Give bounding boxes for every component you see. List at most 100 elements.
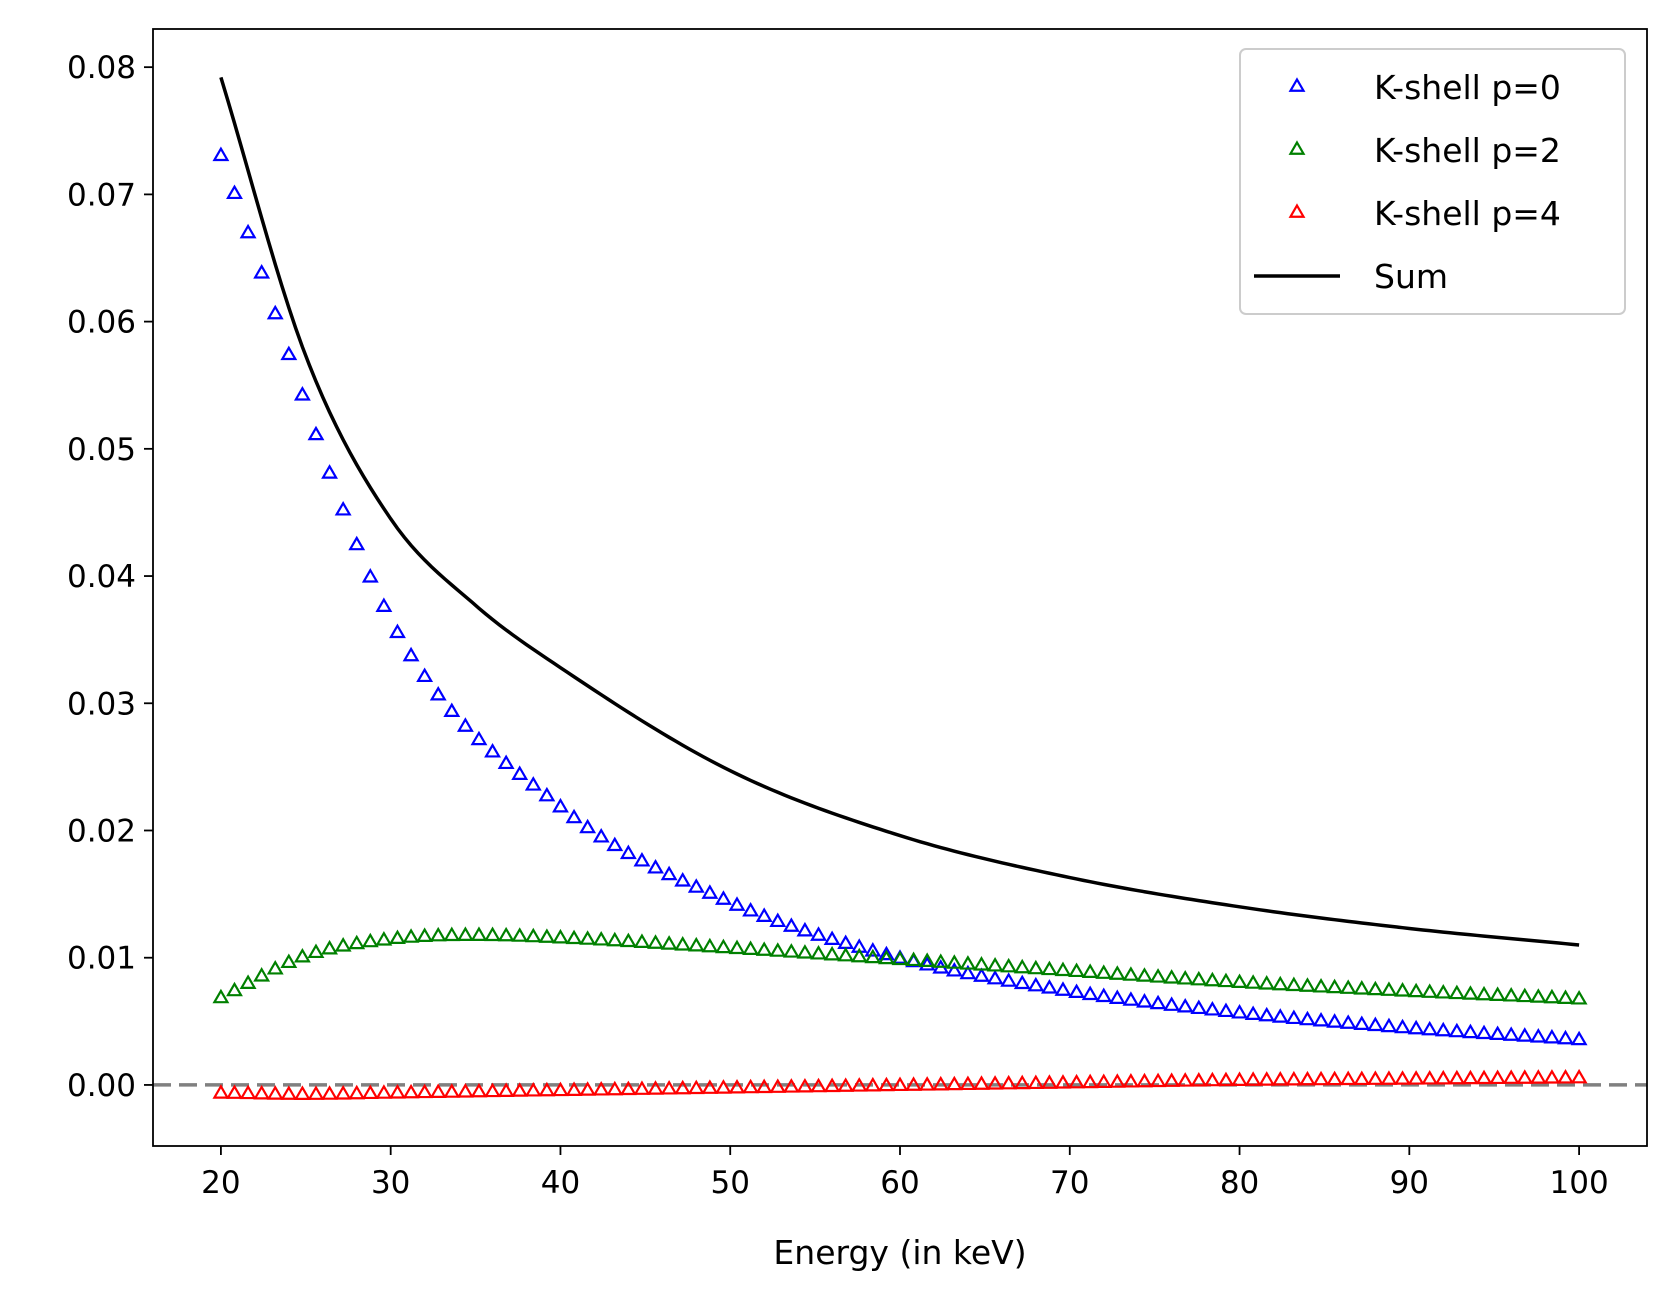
point-marker (226, 1084, 243, 1099)
point-marker (524, 776, 542, 791)
point-marker (1353, 1015, 1371, 1030)
point-marker (1027, 1074, 1045, 1090)
point-marker (538, 928, 556, 943)
point-marker (389, 1084, 406, 1099)
point-marker (1516, 1027, 1534, 1042)
point-marker (1244, 974, 1262, 989)
point-marker (606, 1080, 624, 1096)
point-marker (375, 1084, 393, 1099)
point-marker (973, 1075, 990, 1090)
point-marker (1217, 1002, 1235, 1018)
point-marker (1068, 1073, 1086, 1089)
sum-line (219, 76, 1580, 947)
point-marker (1366, 980, 1384, 996)
point-marker (647, 1080, 664, 1095)
point-marker (1557, 1068, 1574, 1084)
point-marker (1516, 1069, 1534, 1084)
point-marker (1353, 980, 1371, 995)
point-marker (823, 945, 841, 961)
point-marker (1448, 1069, 1466, 1085)
point-marker (226, 981, 243, 997)
point-marker (1516, 987, 1534, 1003)
series-4 (219, 76, 1580, 947)
point-marker (674, 1079, 692, 1095)
point-marker (1013, 1074, 1031, 1090)
y-tick-label: 0.01 (67, 941, 136, 977)
point-marker (701, 937, 719, 953)
point-marker (1149, 968, 1167, 983)
point-marker (1108, 989, 1126, 1004)
point-marker (538, 1081, 556, 1097)
point-marker (877, 949, 895, 965)
point-marker (633, 852, 651, 867)
point-marker (1380, 981, 1398, 996)
point-marker (1163, 996, 1181, 1011)
point-marker (687, 1079, 705, 1095)
point-marker (918, 1076, 936, 1091)
series-1 (212, 146, 1588, 1046)
point-marker (1122, 966, 1140, 981)
y-tick-label: 0.05 (67, 432, 136, 468)
point-marker (361, 568, 379, 583)
point-marker (1271, 975, 1289, 991)
point-marker (1040, 979, 1058, 994)
point-marker (1068, 983, 1086, 998)
point-marker (864, 1076, 882, 1092)
point-marker (212, 146, 230, 162)
point-marker (266, 1085, 284, 1100)
point-marker (877, 945, 895, 961)
point-marker (1013, 974, 1031, 990)
legend-marker-swatch (1288, 77, 1306, 92)
point-marker (986, 1075, 1004, 1090)
point-marker (1108, 1073, 1126, 1088)
legend-label: Sum (1374, 257, 1448, 296)
point-marker (959, 964, 977, 980)
point-marker (266, 304, 284, 320)
legend: K-shell p=0 K-shell p=2 K-shell p=4 Sum (1239, 48, 1626, 315)
point-marker (619, 1080, 637, 1096)
point-marker (660, 865, 678, 881)
point-marker (1203, 1001, 1221, 1016)
point-marker (1000, 972, 1018, 987)
x-tick-label: 20 (201, 1165, 240, 1201)
point-marker (1543, 988, 1561, 1004)
point-marker (715, 938, 732, 954)
point-marker (1570, 1068, 1588, 1084)
point-marker (334, 937, 352, 952)
point-marker (1163, 1072, 1181, 1087)
point-marker (497, 754, 515, 770)
point-marker (511, 1082, 529, 1097)
point-marker (579, 818, 597, 834)
point-marker (1176, 1072, 1194, 1087)
point-marker (905, 1076, 923, 1091)
point-marker (1475, 985, 1493, 1001)
x-tick-label: 50 (711, 1165, 750, 1201)
point-marker (1326, 1070, 1344, 1086)
point-marker (470, 730, 488, 746)
point-marker (1013, 958, 1031, 974)
point-marker (864, 948, 882, 964)
point-marker (1122, 991, 1140, 1006)
point-marker (1312, 1011, 1330, 1027)
y-tick-label: 0.07 (67, 177, 136, 213)
point-marker (1231, 1071, 1248, 1086)
point-marker (1394, 1018, 1411, 1034)
point-marker (239, 1084, 257, 1100)
point-marker (769, 942, 787, 957)
point-marker (565, 929, 583, 945)
point-marker (524, 927, 542, 943)
point-marker (443, 702, 461, 717)
point-marker (1502, 1026, 1520, 1041)
legend-label: K-shell p=4 (1374, 194, 1561, 233)
point-marker (226, 184, 243, 200)
point-marker (1068, 962, 1086, 978)
point-marker (1285, 976, 1303, 992)
point-marker (293, 947, 311, 963)
point-marker (1475, 1069, 1493, 1085)
point-marker (1271, 1008, 1289, 1023)
series-2 (212, 926, 1588, 1005)
point-marker (1394, 982, 1411, 997)
point-marker (701, 1079, 719, 1094)
point-marker (1461, 985, 1479, 1000)
legend-box (1239, 48, 1626, 315)
